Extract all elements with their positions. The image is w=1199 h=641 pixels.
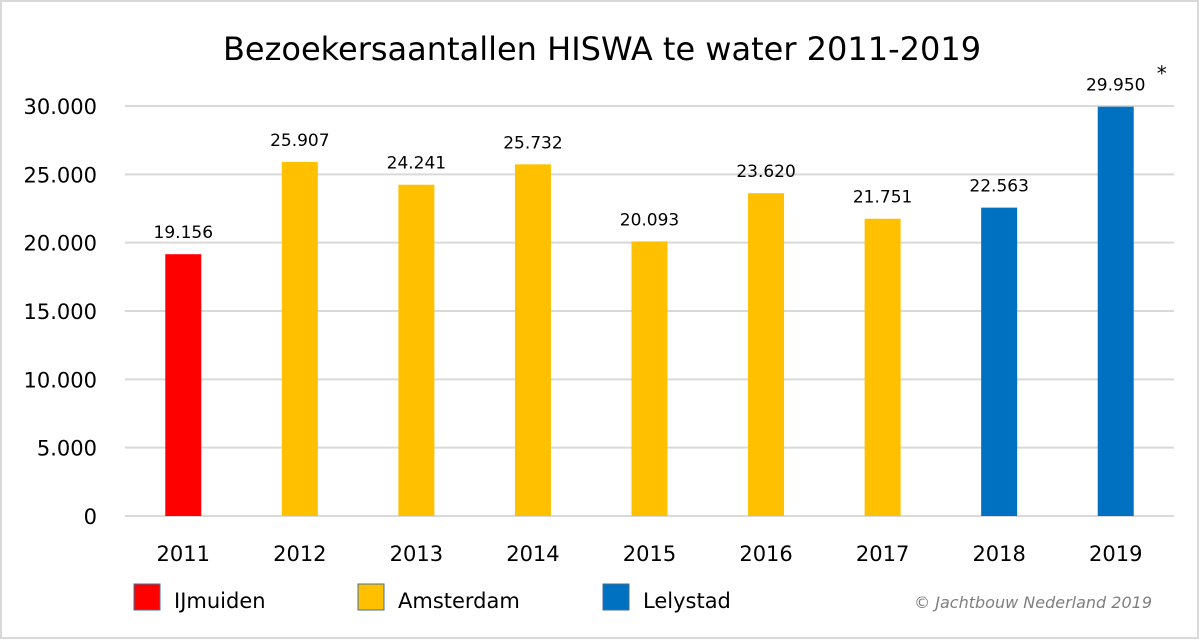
legend-label: IJmuiden bbox=[174, 589, 266, 613]
data-label: 22.563 bbox=[969, 177, 1028, 197]
data-label: 24.241 bbox=[387, 154, 446, 174]
annotation-asterisk: * bbox=[1157, 62, 1167, 86]
y-tick-label: 30.000 bbox=[24, 95, 97, 119]
y-tick-label: 10.000 bbox=[24, 368, 97, 392]
legend-swatch-ijmuiden bbox=[133, 583, 161, 611]
bar-2019 bbox=[1097, 106, 1134, 516]
bar-2016 bbox=[748, 193, 785, 516]
x-axis-ticks: 2011 2012 2013 2014 2015 2016 2017 2018 2019 bbox=[157, 542, 1143, 566]
bar-2012 bbox=[281, 161, 318, 516]
bar-2018 bbox=[981, 207, 1018, 516]
x-tick-label: 2016 bbox=[739, 542, 792, 566]
y-tick-label: 20.000 bbox=[24, 232, 97, 256]
bar-2011 bbox=[165, 254, 202, 516]
x-tick-label: 2011 bbox=[157, 542, 210, 566]
data-label: 19.156 bbox=[154, 223, 213, 243]
bar-2015 bbox=[631, 241, 668, 516]
bar-2017 bbox=[864, 218, 901, 516]
data-label: 25.907 bbox=[270, 131, 329, 151]
y-tick-label: 5.000 bbox=[37, 437, 97, 461]
legend-label: Amsterdam bbox=[398, 589, 520, 613]
bar-2013 bbox=[398, 184, 435, 516]
data-label: 20.093 bbox=[620, 210, 679, 230]
data-label: 23.620 bbox=[736, 162, 795, 182]
bars bbox=[165, 106, 1134, 516]
y-axis-ticks: 0 5.000 10.000 15.000 20.000 25.000 30.000 bbox=[24, 95, 97, 529]
y-tick-label: 15.000 bbox=[24, 300, 97, 324]
x-tick-label: 2019 bbox=[1089, 542, 1142, 566]
x-tick-label: 2013 bbox=[390, 542, 443, 566]
data-label: 29.950 bbox=[1086, 76, 1145, 96]
data-label: 21.751 bbox=[853, 188, 912, 208]
chart-title: Bezoekersaantallen HISWA te water 2011-2… bbox=[223, 30, 981, 68]
y-tick-label: 0 bbox=[84, 505, 97, 529]
copyright-annotation: © Jachtbouw Nederland 2019 bbox=[914, 593, 1152, 612]
legend-label: Lelystad bbox=[643, 589, 731, 613]
x-tick-label: 2017 bbox=[856, 542, 909, 566]
data-label: 25.732 bbox=[503, 133, 562, 153]
bar-2014 bbox=[514, 164, 551, 516]
legend-swatch-lelystad bbox=[602, 583, 630, 611]
x-tick-label: 2014 bbox=[506, 542, 559, 566]
x-tick-label: 2012 bbox=[273, 542, 326, 566]
x-tick-label: 2018 bbox=[972, 542, 1025, 566]
legend: IJmuiden Amsterdam Lelystad bbox=[133, 583, 731, 613]
legend-swatch-amsterdam bbox=[357, 583, 385, 611]
y-tick-label: 25.000 bbox=[24, 163, 97, 187]
data-labels: 19.156 25.907 24.241 25.732 20.093 23.620 21.7… bbox=[154, 76, 1146, 244]
x-tick-label: 2015 bbox=[623, 542, 676, 566]
